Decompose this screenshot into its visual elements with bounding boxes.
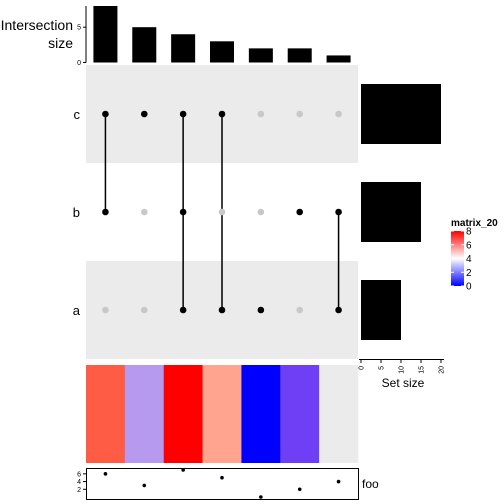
set-size-bar-a xyxy=(361,280,401,340)
set-size-tick-label-20: 20 xyxy=(439,366,446,374)
set-label-b: b xyxy=(73,205,80,220)
foo-tick-label-4: 4 xyxy=(77,479,81,486)
intersection-bar-4 xyxy=(210,41,234,62)
color-legend: matrix_20 0 2 4 6 8 xyxy=(451,218,498,293)
set-size-tick-label-15: 15 xyxy=(419,366,426,374)
foo-panel-border xyxy=(87,469,359,500)
heatmap-cell-3 xyxy=(164,365,203,463)
legend-tick-label-6: 6 xyxy=(466,240,472,251)
foo-tick-label-2: 2 xyxy=(77,487,81,494)
set-size-bars xyxy=(361,84,441,340)
intersection-bar-6 xyxy=(288,48,312,62)
membership-matrix: c b a xyxy=(73,65,358,359)
membership-dot-1-a xyxy=(102,307,109,314)
legend-tick-label-0: 0 xyxy=(466,282,472,293)
foo-point-2 xyxy=(142,484,146,488)
foo-panel: 246 foo xyxy=(77,468,379,499)
heatmap-cell-2 xyxy=(125,365,164,463)
membership-dot-3-c xyxy=(180,111,187,118)
legend-tick-label-4: 4 xyxy=(466,254,472,265)
intersection-tick-label-0: 0 xyxy=(77,60,81,67)
membership-dot-6-a xyxy=(296,307,303,314)
membership-dot-6-b xyxy=(296,209,303,216)
membership-dot-4-c xyxy=(219,111,226,118)
foo-point-3 xyxy=(181,468,185,472)
intersection-size-panel: Intersection size 05 xyxy=(1,6,351,67)
membership-dot-7-b xyxy=(335,209,342,216)
foo-point-6 xyxy=(298,487,302,491)
legend-tick-label-8: 8 xyxy=(466,227,472,238)
legend-title: matrix_20 xyxy=(451,218,498,229)
foo-point-5 xyxy=(259,495,263,499)
foo-tick-label-6: 6 xyxy=(77,471,81,478)
foo-point-4 xyxy=(220,476,224,480)
membership-dot-7-a xyxy=(335,307,342,314)
membership-dot-2-a xyxy=(141,307,148,314)
heatmap-row xyxy=(86,365,358,463)
intersection-tick-label-5: 5 xyxy=(77,25,81,32)
intersection-bar-2 xyxy=(132,27,156,62)
foo-ticks: 246 xyxy=(77,471,86,493)
intersection-size-label-line1: Intersection xyxy=(1,17,73,33)
foo-label: foo xyxy=(362,477,379,491)
membership-dot-1-c xyxy=(102,111,109,118)
intersection-bar-1 xyxy=(93,6,117,63)
set-size-tick-label-0: 0 xyxy=(359,366,366,370)
set-size-bar-c xyxy=(361,84,441,144)
set-labels: c b a xyxy=(73,107,81,318)
membership-dot-1-b xyxy=(102,209,109,216)
heatmap-cell-5 xyxy=(241,365,280,463)
legend-tick-label-2: 2 xyxy=(466,268,472,279)
membership-dot-5-c xyxy=(258,111,265,118)
membership-dot-5-b xyxy=(258,209,265,216)
set-size-label: Set size xyxy=(382,376,425,390)
membership-dot-5-a xyxy=(258,307,265,314)
intersection-bars xyxy=(93,6,350,63)
set-size-panel: 0 5 10 15 20 Set size xyxy=(359,84,446,390)
membership-dot-2-b xyxy=(141,209,148,216)
membership-dot-3-b xyxy=(180,209,187,216)
intersection-bar-5 xyxy=(249,48,273,62)
set-size-tick-label-5: 5 xyxy=(379,366,386,370)
membership-dot-6-c xyxy=(296,111,303,118)
set-size-ticks: 0 5 10 15 20 xyxy=(359,360,446,374)
set-label-a: a xyxy=(73,303,81,318)
intersection-bar-7 xyxy=(327,55,351,62)
set-size-tick-label-10: 10 xyxy=(399,366,406,374)
membership-dot-4-b xyxy=(219,209,226,216)
foo-point-1 xyxy=(104,472,108,476)
intersection-size-ticks: 05 xyxy=(77,25,86,67)
membership-dot-4-a xyxy=(219,307,226,314)
heatmap-cell-6 xyxy=(280,365,319,463)
membership-dot-7-c xyxy=(335,111,342,118)
membership-dot-2-c xyxy=(141,111,148,118)
heatmap-cell-1 xyxy=(86,365,125,463)
heatmap-cell-4 xyxy=(203,365,242,463)
set-label-c: c xyxy=(74,107,81,122)
foo-point-7 xyxy=(337,480,341,484)
set-size-bar-b xyxy=(361,182,421,242)
intersection-size-label-line2: size xyxy=(48,35,73,51)
intersection-bar-3 xyxy=(171,34,195,62)
heatmap-cell-7 xyxy=(319,365,358,463)
membership-dot-3-a xyxy=(180,307,187,314)
